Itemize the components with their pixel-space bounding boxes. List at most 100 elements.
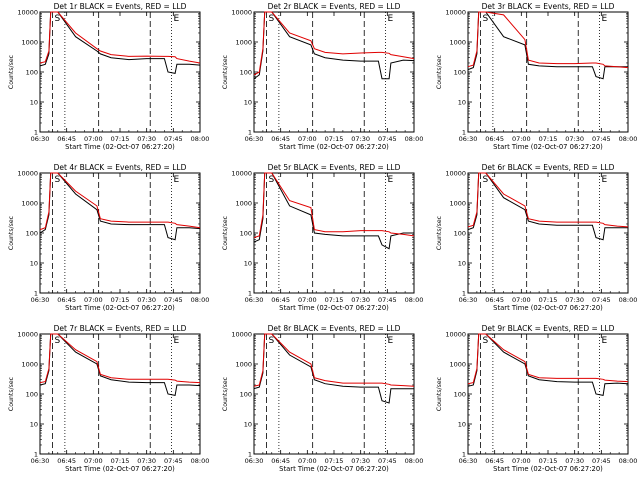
time-marker-label: S xyxy=(268,336,274,346)
lld-series-line xyxy=(39,172,201,231)
x-tick-label: 07:30 xyxy=(565,296,584,304)
x-tick-label: 07:00 xyxy=(298,135,317,143)
lld-series-line xyxy=(39,333,201,384)
y-tick-label: 10000 xyxy=(231,331,252,339)
x-tick-label: 06:45 xyxy=(485,296,504,304)
panel-det-3: Det 3r BLACK = Events, RED = LLD 1 10 100 10… xyxy=(436,2,637,151)
x-tick-label: 07:15 xyxy=(325,296,344,304)
y-tick-label: 100 xyxy=(26,391,38,399)
x-tick-label: 08:00 xyxy=(619,135,638,143)
y-tick-label: 10 xyxy=(244,99,252,107)
y-tick-label: 1000 xyxy=(21,361,38,369)
y-axis-label: Counts/sec xyxy=(436,376,443,411)
x-tick-label: 07:30 xyxy=(137,135,156,143)
y-axis-label: Counts/sec xyxy=(436,54,443,89)
x-tick-label: 06:45 xyxy=(57,296,76,304)
x-tick-label: 08:00 xyxy=(191,296,210,304)
y-tick-label: 10 xyxy=(244,260,252,268)
x-tick-label: 06:30 xyxy=(245,296,264,304)
x-tick-label: 06:45 xyxy=(271,135,290,143)
y-tick-label: 1 xyxy=(248,290,252,298)
x-tick-label: 07:15 xyxy=(325,135,344,143)
y-tick-label: 100 xyxy=(454,230,466,238)
y-tick-label: 1000 xyxy=(449,39,466,47)
y-tick-label: 100 xyxy=(240,230,252,238)
y-tick-label: 10000 xyxy=(445,331,466,339)
x-tick-label: 08:00 xyxy=(405,296,424,304)
x-tick-label: 08:00 xyxy=(405,135,424,143)
panel-grid: Det 1r BLACK = Events, RED = LLD11010010… xyxy=(8,2,637,473)
time-marker-label: E xyxy=(174,14,180,24)
x-tick-label: 07:00 xyxy=(298,457,317,465)
y-tick-label: 1000 xyxy=(449,361,466,369)
panel-det-4: Det 4r BLACK = Events, RED = LLD 1 10 100 10… xyxy=(8,163,209,312)
y-tick-label: 10 xyxy=(30,99,38,107)
y-tick-label: 10000 xyxy=(445,9,466,17)
time-marker-label: E xyxy=(174,175,180,185)
x-tick-label: 07:45 xyxy=(378,296,397,304)
x-tick-label: 06:45 xyxy=(485,457,504,465)
panel-title: Det 6r BLACK = Events, RED = LLD xyxy=(482,163,615,172)
y-tick-label: 100 xyxy=(454,391,466,399)
x-tick-label: 07:45 xyxy=(592,457,611,465)
panel-title: Det 2r BLACK = Events, RED = LLD xyxy=(268,2,401,11)
y-tick-label: 10 xyxy=(30,260,38,268)
y-tick-label: 1 xyxy=(462,290,466,298)
y-tick-label: 1000 xyxy=(21,200,38,208)
x-tick-label: 07:45 xyxy=(164,457,183,465)
x-axis-label: Start Time (02-Oct-07 06:27:20) xyxy=(65,465,175,473)
x-tick-label: 06:30 xyxy=(31,457,50,465)
y-tick-label: 1 xyxy=(34,290,38,298)
x-tick-label: 07:45 xyxy=(378,135,397,143)
y-tick-label: 10000 xyxy=(445,170,466,178)
x-axis-label: Start Time (02-Oct-07 06:27:20) xyxy=(279,143,389,151)
y-tick-label: 10 xyxy=(458,421,466,429)
x-tick-label: 06:45 xyxy=(271,457,290,465)
y-tick-label: 100 xyxy=(240,69,252,77)
time-marker-label: E xyxy=(388,336,394,346)
x-tick-label: 06:30 xyxy=(459,296,478,304)
x-tick-label: 07:45 xyxy=(378,457,397,465)
y-tick-label: 100 xyxy=(240,391,252,399)
x-tick-label: 07:45 xyxy=(592,135,611,143)
time-marker-label: S xyxy=(482,14,488,24)
panel-det-6: Det 6r BLACK = Events, RED = LLD 1 10 100 10… xyxy=(436,163,637,312)
x-tick-label: 07:30 xyxy=(351,135,370,143)
y-tick-label: 10 xyxy=(458,99,466,107)
time-marker-label: S xyxy=(482,336,488,346)
x-tick-label: 07:30 xyxy=(565,457,584,465)
x-tick-label: 07:45 xyxy=(164,296,183,304)
time-marker-label: E xyxy=(174,336,180,346)
lld-series-line xyxy=(467,172,629,228)
x-tick-label: 06:30 xyxy=(459,457,478,465)
y-tick-label: 100 xyxy=(26,69,38,77)
panel-det-7: Det 7r BLACK = Events, RED = LLD 1 10 100 10… xyxy=(8,324,209,473)
lld-series-line xyxy=(253,333,415,387)
x-tick-label: 07:30 xyxy=(351,296,370,304)
y-tick-label: 10000 xyxy=(17,9,38,17)
panel-title: Det 9r BLACK = Events, RED = LLD xyxy=(482,324,615,333)
panel-det-9: Det 9r BLACK = Events, RED = LLD 1 10 100 10… xyxy=(436,324,637,473)
time-marker-label: E xyxy=(602,14,608,24)
x-tick-label: 06:45 xyxy=(57,135,76,143)
y-axis-label: Counts/sec xyxy=(8,54,15,89)
time-marker-label: S xyxy=(54,175,60,185)
y-axis-label: Counts/sec xyxy=(8,215,15,250)
y-axis-label: Counts/sec xyxy=(222,215,229,250)
y-axis-label: Counts/sec xyxy=(222,54,229,89)
x-tick-label: 07:45 xyxy=(164,135,183,143)
x-tick-label: 07:30 xyxy=(137,296,156,304)
panel-det-5: Det 5r BLACK = Events, RED = LLD 1 10 100 10… xyxy=(222,163,423,312)
x-tick-label: 06:45 xyxy=(485,135,504,143)
x-tick-label: 06:30 xyxy=(31,135,50,143)
panel-det-2: Det 2r BLACK = Events, RED = LLD 1 10 100 10… xyxy=(222,2,423,151)
x-tick-label: 07:00 xyxy=(512,296,531,304)
x-tick-label: 07:15 xyxy=(325,457,344,465)
x-tick-label: 08:00 xyxy=(191,457,210,465)
lld-series-line xyxy=(467,333,629,385)
x-tick-label: 07:15 xyxy=(539,457,558,465)
lld-series-line xyxy=(253,172,415,239)
x-tick-label: 07:00 xyxy=(84,296,103,304)
x-tick-label: 08:00 xyxy=(619,457,638,465)
